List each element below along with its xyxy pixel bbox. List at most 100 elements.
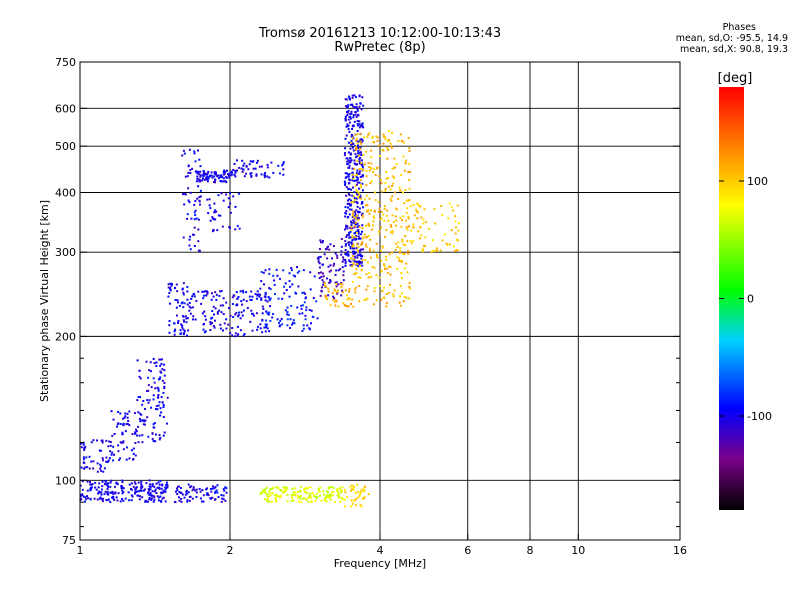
data-point <box>351 96 354 99</box>
data-point <box>162 363 165 366</box>
data-point <box>191 306 194 309</box>
data-point <box>112 418 115 421</box>
data-point <box>196 175 199 178</box>
data-point <box>113 499 116 502</box>
data-point <box>132 458 135 461</box>
data-point <box>268 176 271 179</box>
data-point <box>221 329 224 332</box>
data-point <box>367 276 370 279</box>
data-point <box>335 282 338 285</box>
data-point <box>201 489 204 492</box>
data-point <box>348 259 351 262</box>
data-point <box>272 274 275 277</box>
data-point <box>344 491 347 494</box>
data-point <box>225 301 228 304</box>
data-point <box>406 207 409 210</box>
data-point <box>147 435 150 438</box>
data-point <box>89 486 92 489</box>
data-point <box>82 495 85 498</box>
data-point <box>117 492 120 495</box>
data-point <box>130 449 133 452</box>
data-point <box>296 266 299 269</box>
data-point <box>138 375 141 378</box>
data-point <box>187 329 190 332</box>
data-point <box>260 173 263 176</box>
data-point <box>157 389 160 392</box>
data-point <box>161 401 164 404</box>
data-point <box>343 154 346 157</box>
data-point <box>324 284 327 287</box>
data-point <box>268 311 271 314</box>
data-point <box>160 358 163 361</box>
data-point <box>109 450 112 453</box>
data-point <box>107 498 110 501</box>
data-point <box>408 147 411 150</box>
data-point <box>352 201 355 204</box>
data-point <box>251 312 254 315</box>
data-point <box>81 480 84 483</box>
data-point <box>174 298 177 301</box>
data-point <box>209 321 212 324</box>
data-point <box>255 297 258 300</box>
data-point <box>389 231 392 234</box>
data-point <box>433 249 436 252</box>
data-point <box>405 159 408 162</box>
data-point <box>218 309 221 312</box>
data-point <box>323 493 326 496</box>
data-point <box>301 330 304 333</box>
data-point <box>269 488 272 491</box>
data-point <box>161 497 164 500</box>
data-point <box>146 500 149 503</box>
data-point <box>380 298 383 301</box>
data-point <box>221 497 224 500</box>
data-point <box>173 287 176 290</box>
data-point <box>358 187 361 190</box>
data-point <box>126 416 129 419</box>
data-point <box>192 315 195 318</box>
data-point <box>397 241 400 244</box>
data-point <box>206 198 209 201</box>
data-point <box>215 293 218 296</box>
data-point <box>337 269 340 272</box>
data-point <box>234 335 237 338</box>
data-point <box>180 323 183 326</box>
data-point <box>424 236 427 239</box>
data-point <box>127 419 130 422</box>
data-point <box>354 491 357 494</box>
data-point <box>399 249 402 252</box>
data-point <box>303 488 306 491</box>
data-point <box>163 490 166 493</box>
data-point <box>408 150 411 153</box>
data-point <box>266 163 269 166</box>
data-point <box>199 189 202 192</box>
data-point <box>160 499 163 502</box>
data-point <box>297 500 300 503</box>
data-point <box>197 249 200 252</box>
data-point <box>376 167 379 170</box>
data-point <box>271 487 274 490</box>
data-point <box>195 180 198 183</box>
data-point <box>342 301 345 304</box>
data-point <box>344 117 347 120</box>
data-point <box>353 94 356 97</box>
data-point <box>216 311 219 314</box>
data-point <box>188 305 191 308</box>
data-point <box>351 167 354 170</box>
data-point <box>224 170 227 173</box>
data-point <box>333 262 336 265</box>
data-point <box>112 445 115 448</box>
data-point <box>198 158 201 161</box>
data-point <box>97 492 100 495</box>
data-point <box>288 272 291 275</box>
data-point <box>379 284 382 287</box>
data-point <box>401 140 404 143</box>
data-point <box>359 276 362 279</box>
data-point <box>269 288 272 291</box>
data-point <box>236 304 239 307</box>
data-point <box>170 284 173 287</box>
data-point <box>382 142 385 145</box>
data-point <box>147 384 150 387</box>
data-point <box>163 369 166 372</box>
data-point <box>249 320 252 323</box>
